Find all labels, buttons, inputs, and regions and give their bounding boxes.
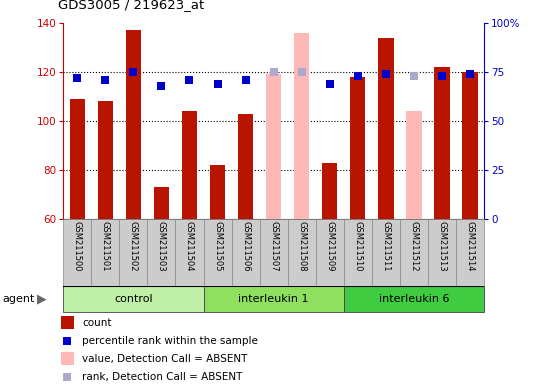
- Bar: [428, 219, 456, 286]
- Text: GDS3005 / 219623_at: GDS3005 / 219623_at: [58, 0, 204, 12]
- Text: GSM211508: GSM211508: [297, 221, 306, 271]
- Text: GSM211505: GSM211505: [213, 221, 222, 271]
- Bar: [400, 219, 428, 286]
- Bar: [153, 187, 169, 219]
- Bar: [61, 316, 74, 329]
- Bar: [260, 219, 288, 286]
- Bar: [147, 219, 175, 286]
- Point: [297, 69, 306, 75]
- Text: GSM211503: GSM211503: [157, 221, 166, 271]
- Text: GSM211510: GSM211510: [353, 221, 362, 271]
- Text: interleukin 6: interleukin 6: [378, 294, 449, 304]
- Text: GSM211511: GSM211511: [381, 221, 390, 271]
- Bar: [434, 67, 450, 219]
- Text: interleukin 1: interleukin 1: [238, 294, 309, 304]
- Bar: [119, 219, 147, 286]
- Point: [101, 77, 110, 83]
- Text: GSM211513: GSM211513: [437, 221, 447, 271]
- Bar: [125, 30, 141, 219]
- Bar: [175, 219, 204, 286]
- Bar: [462, 72, 478, 219]
- Bar: [288, 219, 316, 286]
- Text: percentile rank within the sample: percentile rank within the sample: [82, 336, 258, 346]
- Point: [409, 73, 418, 79]
- Text: GSM211500: GSM211500: [73, 221, 82, 271]
- Point: [465, 71, 474, 77]
- Point: [157, 83, 166, 89]
- Text: GSM211509: GSM211509: [325, 221, 334, 271]
- Text: control: control: [114, 294, 153, 304]
- Text: GSM211506: GSM211506: [241, 221, 250, 271]
- Text: count: count: [82, 318, 112, 328]
- Text: GSM211501: GSM211501: [101, 221, 110, 271]
- Text: ▶: ▶: [37, 293, 47, 306]
- Text: GSM211502: GSM211502: [129, 221, 138, 271]
- Bar: [406, 111, 422, 219]
- Bar: [63, 286, 204, 312]
- Point: [213, 81, 222, 87]
- Point: [129, 69, 138, 75]
- Bar: [61, 352, 74, 365]
- Bar: [204, 286, 344, 312]
- Point: [270, 69, 278, 75]
- Bar: [232, 219, 260, 286]
- Bar: [344, 286, 484, 312]
- Text: rank, Detection Call = ABSENT: rank, Detection Call = ABSENT: [82, 371, 243, 382]
- Point: [185, 77, 194, 83]
- Bar: [204, 219, 232, 286]
- Bar: [456, 219, 484, 286]
- Bar: [210, 165, 226, 219]
- Point: [241, 77, 250, 83]
- Text: GSM211512: GSM211512: [409, 221, 419, 271]
- Bar: [378, 38, 394, 219]
- Point: [382, 71, 390, 77]
- Bar: [350, 77, 366, 219]
- Point: [438, 73, 447, 79]
- Bar: [294, 33, 310, 219]
- Text: GSM211514: GSM211514: [465, 221, 475, 271]
- Point: [326, 81, 334, 87]
- Bar: [316, 219, 344, 286]
- Text: value, Detection Call = ABSENT: value, Detection Call = ABSENT: [82, 354, 248, 364]
- Point: [63, 338, 72, 344]
- Bar: [238, 114, 254, 219]
- Bar: [182, 111, 197, 219]
- Bar: [372, 219, 400, 286]
- Bar: [266, 74, 282, 219]
- Bar: [344, 219, 372, 286]
- Bar: [322, 162, 338, 219]
- Text: agent: agent: [3, 294, 35, 304]
- Point: [63, 373, 72, 379]
- Bar: [97, 101, 113, 219]
- Bar: [63, 219, 91, 286]
- Text: GSM211507: GSM211507: [269, 221, 278, 271]
- Bar: [91, 219, 119, 286]
- Point: [73, 75, 82, 81]
- Text: GSM211504: GSM211504: [185, 221, 194, 271]
- Bar: [69, 99, 85, 219]
- Point: [353, 73, 362, 79]
